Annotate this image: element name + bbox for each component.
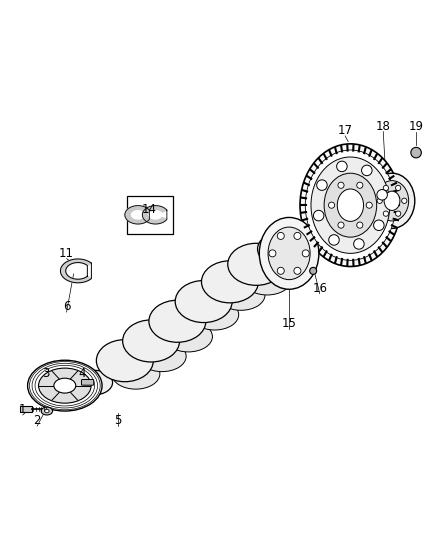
Ellipse shape: [39, 368, 91, 403]
Ellipse shape: [191, 300, 239, 330]
Ellipse shape: [175, 280, 232, 322]
Ellipse shape: [217, 280, 265, 310]
Ellipse shape: [305, 150, 396, 260]
Bar: [127, 197, 173, 233]
Text: 2: 2: [33, 414, 41, 427]
Ellipse shape: [201, 261, 258, 303]
Text: 19: 19: [409, 120, 424, 133]
Ellipse shape: [243, 264, 291, 295]
Ellipse shape: [45, 409, 49, 413]
Ellipse shape: [324, 173, 377, 237]
Text: 15: 15: [282, 317, 297, 330]
Text: 5: 5: [115, 414, 122, 427]
Ellipse shape: [384, 191, 400, 211]
Text: 1: 1: [19, 403, 27, 416]
Circle shape: [374, 220, 384, 230]
Ellipse shape: [375, 181, 409, 221]
Circle shape: [294, 267, 301, 274]
Circle shape: [383, 185, 389, 191]
Circle shape: [277, 232, 284, 239]
Circle shape: [328, 235, 339, 245]
Polygon shape: [175, 308, 206, 330]
Circle shape: [302, 250, 309, 257]
Ellipse shape: [54, 378, 76, 393]
Ellipse shape: [258, 232, 303, 265]
Text: 11: 11: [59, 247, 74, 260]
Circle shape: [314, 211, 324, 221]
Ellipse shape: [311, 157, 390, 253]
Ellipse shape: [76, 370, 113, 395]
Polygon shape: [60, 259, 92, 283]
Circle shape: [294, 232, 301, 239]
Ellipse shape: [369, 173, 415, 229]
Polygon shape: [201, 288, 232, 310]
Ellipse shape: [149, 300, 206, 342]
Circle shape: [396, 185, 401, 191]
Circle shape: [338, 182, 344, 188]
Circle shape: [317, 180, 327, 190]
Circle shape: [353, 239, 364, 249]
Circle shape: [402, 198, 407, 204]
Circle shape: [377, 190, 387, 200]
Circle shape: [357, 222, 363, 228]
Text: 18: 18: [376, 120, 391, 133]
Circle shape: [361, 165, 372, 176]
Ellipse shape: [112, 359, 160, 389]
Ellipse shape: [337, 189, 364, 221]
Circle shape: [310, 268, 317, 274]
FancyBboxPatch shape: [81, 379, 94, 385]
Ellipse shape: [41, 407, 53, 415]
Ellipse shape: [300, 144, 401, 266]
Text: 16: 16: [312, 282, 327, 295]
Circle shape: [366, 202, 372, 208]
Text: 3: 3: [42, 367, 49, 381]
Polygon shape: [125, 206, 149, 224]
Text: 14: 14: [141, 203, 156, 216]
Polygon shape: [149, 328, 180, 350]
Circle shape: [377, 198, 382, 204]
Circle shape: [357, 182, 363, 188]
Text: 4: 4: [78, 367, 86, 381]
Ellipse shape: [96, 340, 153, 382]
Ellipse shape: [259, 217, 319, 289]
Circle shape: [269, 250, 276, 257]
Polygon shape: [142, 206, 167, 224]
Circle shape: [277, 267, 284, 274]
Ellipse shape: [123, 320, 180, 362]
Polygon shape: [228, 269, 258, 290]
Polygon shape: [120, 348, 151, 369]
Text: 6: 6: [63, 300, 71, 313]
Text: 17: 17: [338, 124, 353, 137]
Ellipse shape: [138, 341, 186, 372]
Ellipse shape: [28, 360, 102, 411]
Circle shape: [337, 161, 347, 172]
Ellipse shape: [228, 243, 285, 285]
FancyBboxPatch shape: [20, 406, 32, 412]
Circle shape: [411, 147, 421, 158]
Circle shape: [338, 222, 344, 228]
Ellipse shape: [268, 227, 310, 280]
Circle shape: [328, 202, 335, 208]
Circle shape: [396, 211, 401, 216]
Circle shape: [383, 211, 389, 216]
Ellipse shape: [164, 321, 212, 352]
